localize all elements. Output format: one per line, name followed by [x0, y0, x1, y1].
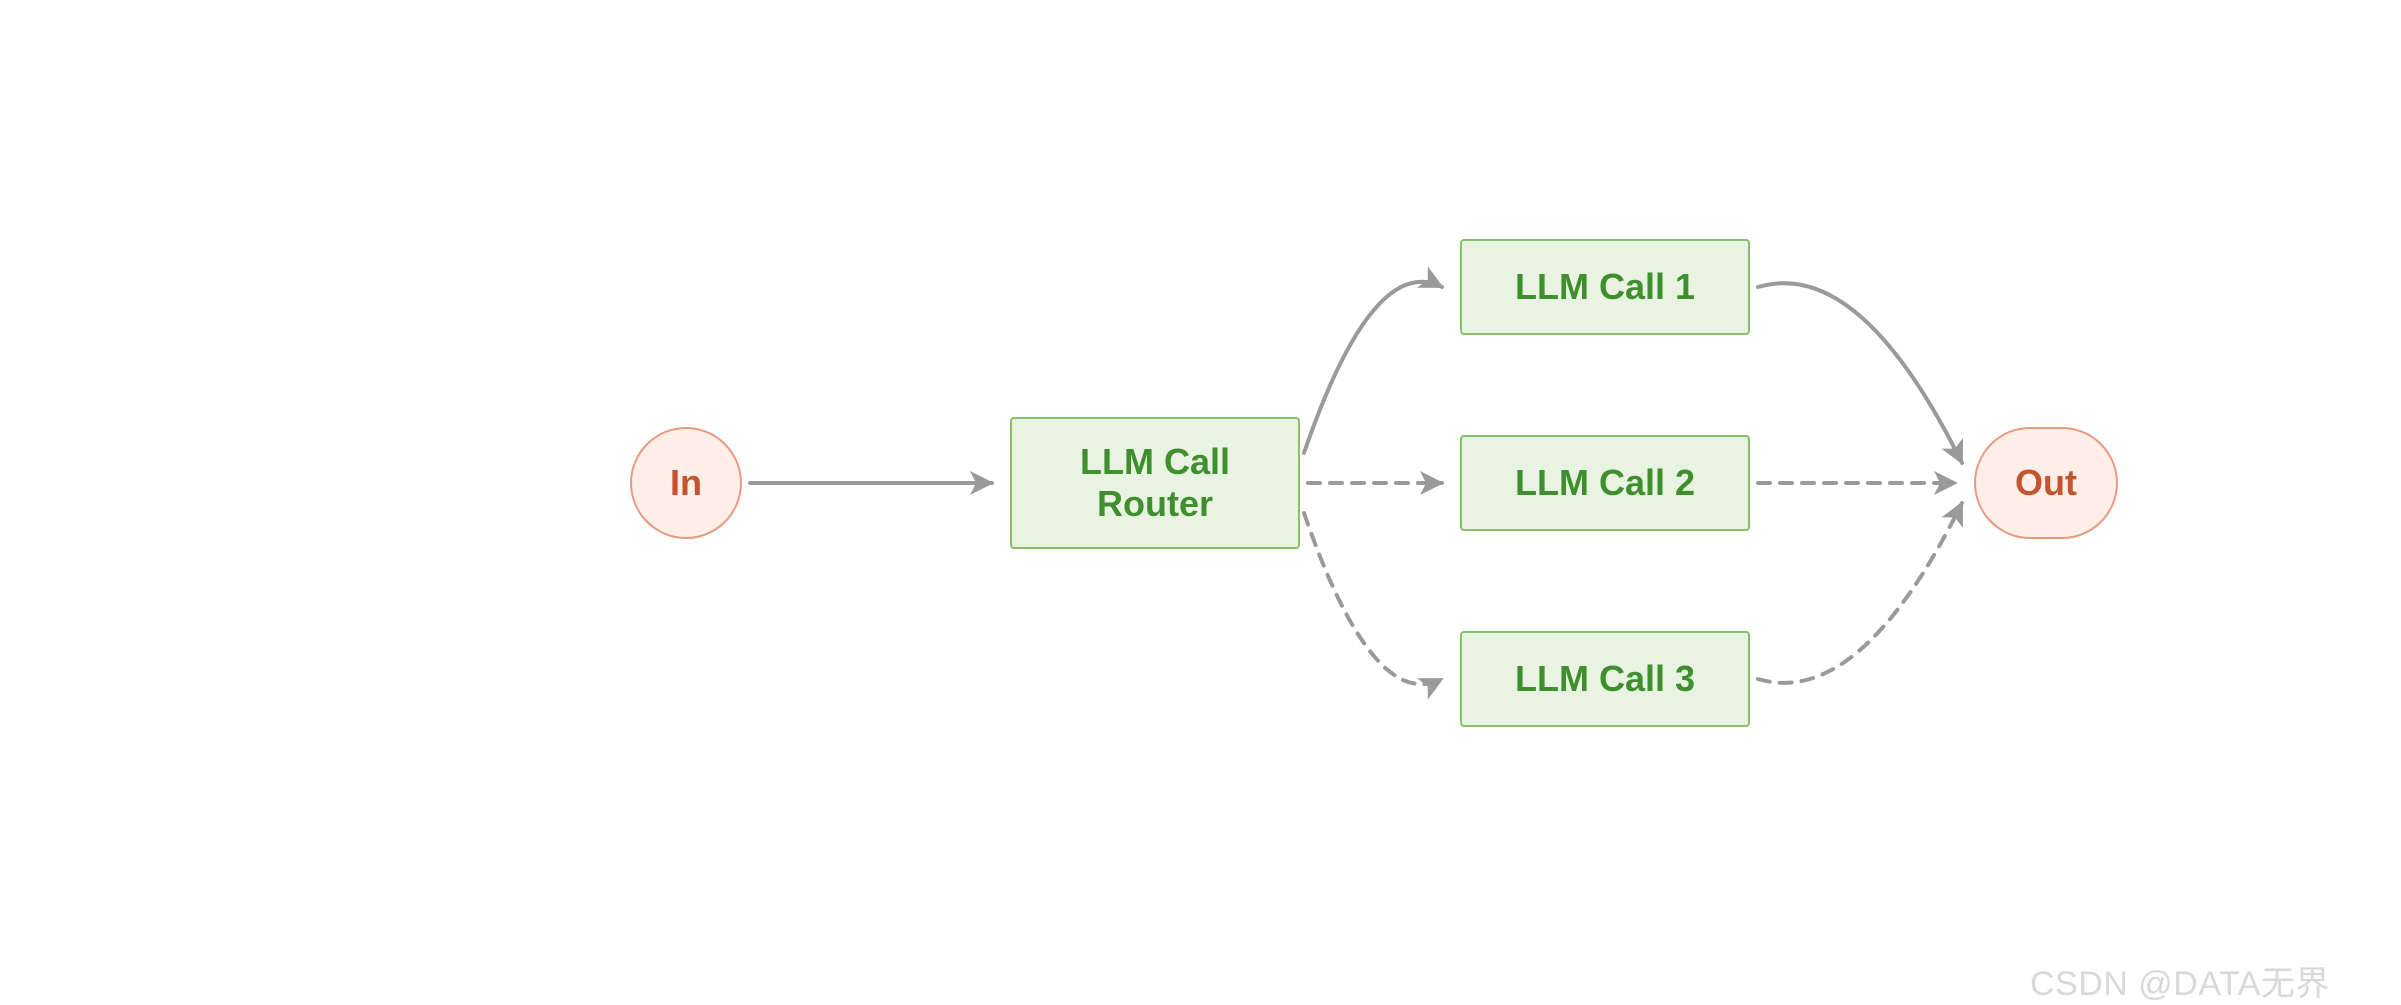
node-call1-label: LLM Call 1 [1515, 266, 1695, 308]
node-call2-label: LLM Call 2 [1515, 462, 1695, 504]
node-in-label: In [670, 462, 702, 504]
node-call3-label: LLM Call 3 [1515, 658, 1695, 700]
watermark-text: CSDN @DATA无界 [2030, 965, 2330, 1003]
edge-router-call3 [1304, 513, 1442, 684]
node-router: LLM CallRouter [1010, 417, 1300, 549]
node-out: Out [1974, 427, 2118, 539]
diagram-canvas: { "canvas": { "width": 2401, "height": 1… [0, 0, 2401, 1000]
node-in: In [630, 427, 742, 539]
node-call3: LLM Call 3 [1460, 631, 1750, 727]
node-call2: LLM Call 2 [1460, 435, 1750, 531]
node-call1: LLM Call 1 [1460, 239, 1750, 335]
edge-router-call1 [1304, 282, 1442, 453]
edge-call3-out [1758, 503, 1962, 683]
watermark: CSDN @DATA无界 [2030, 956, 2330, 1005]
node-out-label: Out [2015, 462, 2077, 504]
node-router-label: LLM CallRouter [1080, 441, 1230, 525]
edge-call1-out [1758, 283, 1962, 463]
